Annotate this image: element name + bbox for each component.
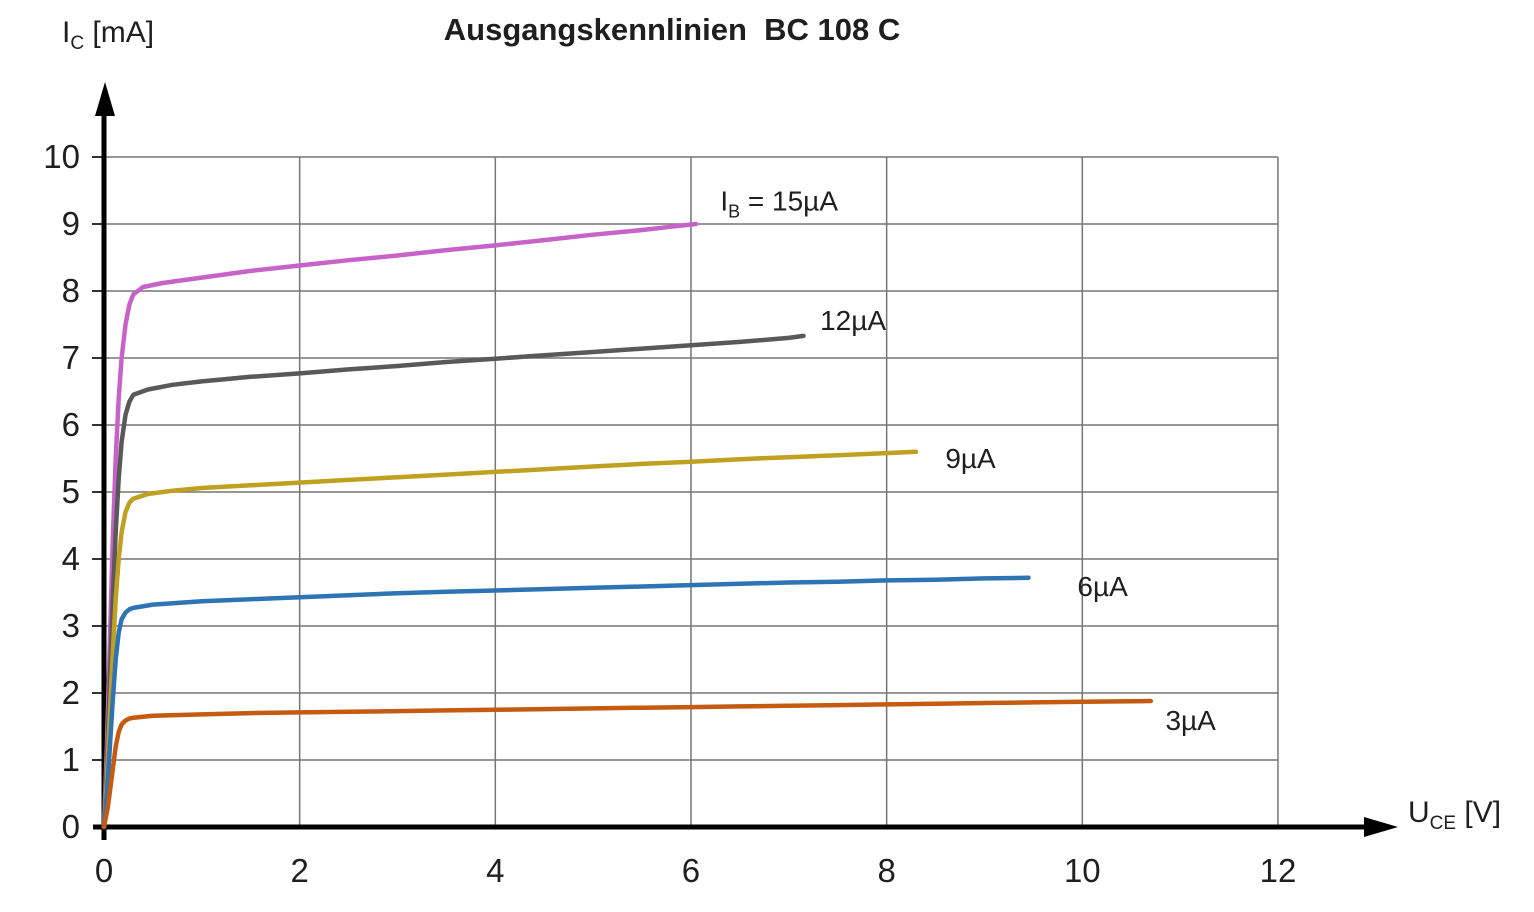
x-axis-symbol: U <box>1408 796 1430 829</box>
x-axis-unit: [V] <box>1456 796 1502 829</box>
y-tick-label: 5 <box>62 473 80 510</box>
series-label-ib-12ua: 12µA <box>820 305 886 336</box>
x-tick-label: 8 <box>877 852 895 889</box>
series-label-ib-15ua: IB = 15µA <box>720 186 838 222</box>
y-tick-label: 10 <box>43 138 80 175</box>
y-tick-label: 7 <box>62 339 80 376</box>
y-tick-label: 1 <box>62 741 80 778</box>
x-axis-subscript: CE <box>1429 813 1457 834</box>
x-axis-title: UCE [V] <box>1408 796 1501 835</box>
x-tick-label: 10 <box>1064 852 1101 889</box>
y-tick-label: 0 <box>62 808 80 845</box>
series-curve-ib-9ua <box>101 449 919 830</box>
y-tick-label: 3 <box>62 607 80 644</box>
y-axis-subscript: C <box>70 33 85 54</box>
x-tick-label: 4 <box>486 852 504 889</box>
x-tick-label: 0 <box>95 852 113 889</box>
y-tick-label: 8 <box>62 272 80 309</box>
x-axis-arrow-icon <box>1364 817 1398 837</box>
y-axis-arrow-icon <box>95 82 115 116</box>
y-tick-label: 6 <box>62 406 80 443</box>
chart-title: Ausgangskennlinien BC 108 C <box>443 12 901 47</box>
y-axis-symbol: I <box>62 16 71 49</box>
y-tick-label: 4 <box>62 540 80 577</box>
series-curve-ib-6ua <box>101 575 1031 830</box>
series-curve-ib-15ua <box>101 221 699 830</box>
series-curve-ib-3ua <box>101 698 1154 830</box>
y-axis-title: IC [mA] <box>62 16 154 55</box>
series-label-ib-9ua: 9µA <box>945 443 996 474</box>
x-tick-label: 6 <box>682 852 700 889</box>
series-label-ib-6ua: 6µA <box>1077 571 1128 602</box>
y-axis-unit: [mA] <box>84 16 155 49</box>
y-tick-label: 2 <box>62 674 80 711</box>
y-tick-label: 9 <box>62 205 80 242</box>
x-tick-label: 2 <box>290 852 308 889</box>
series-label-ib-3ua: 3µA <box>1165 705 1216 736</box>
x-tick-label: 12 <box>1260 852 1297 889</box>
series-curve-ib-12ua <box>101 333 806 830</box>
